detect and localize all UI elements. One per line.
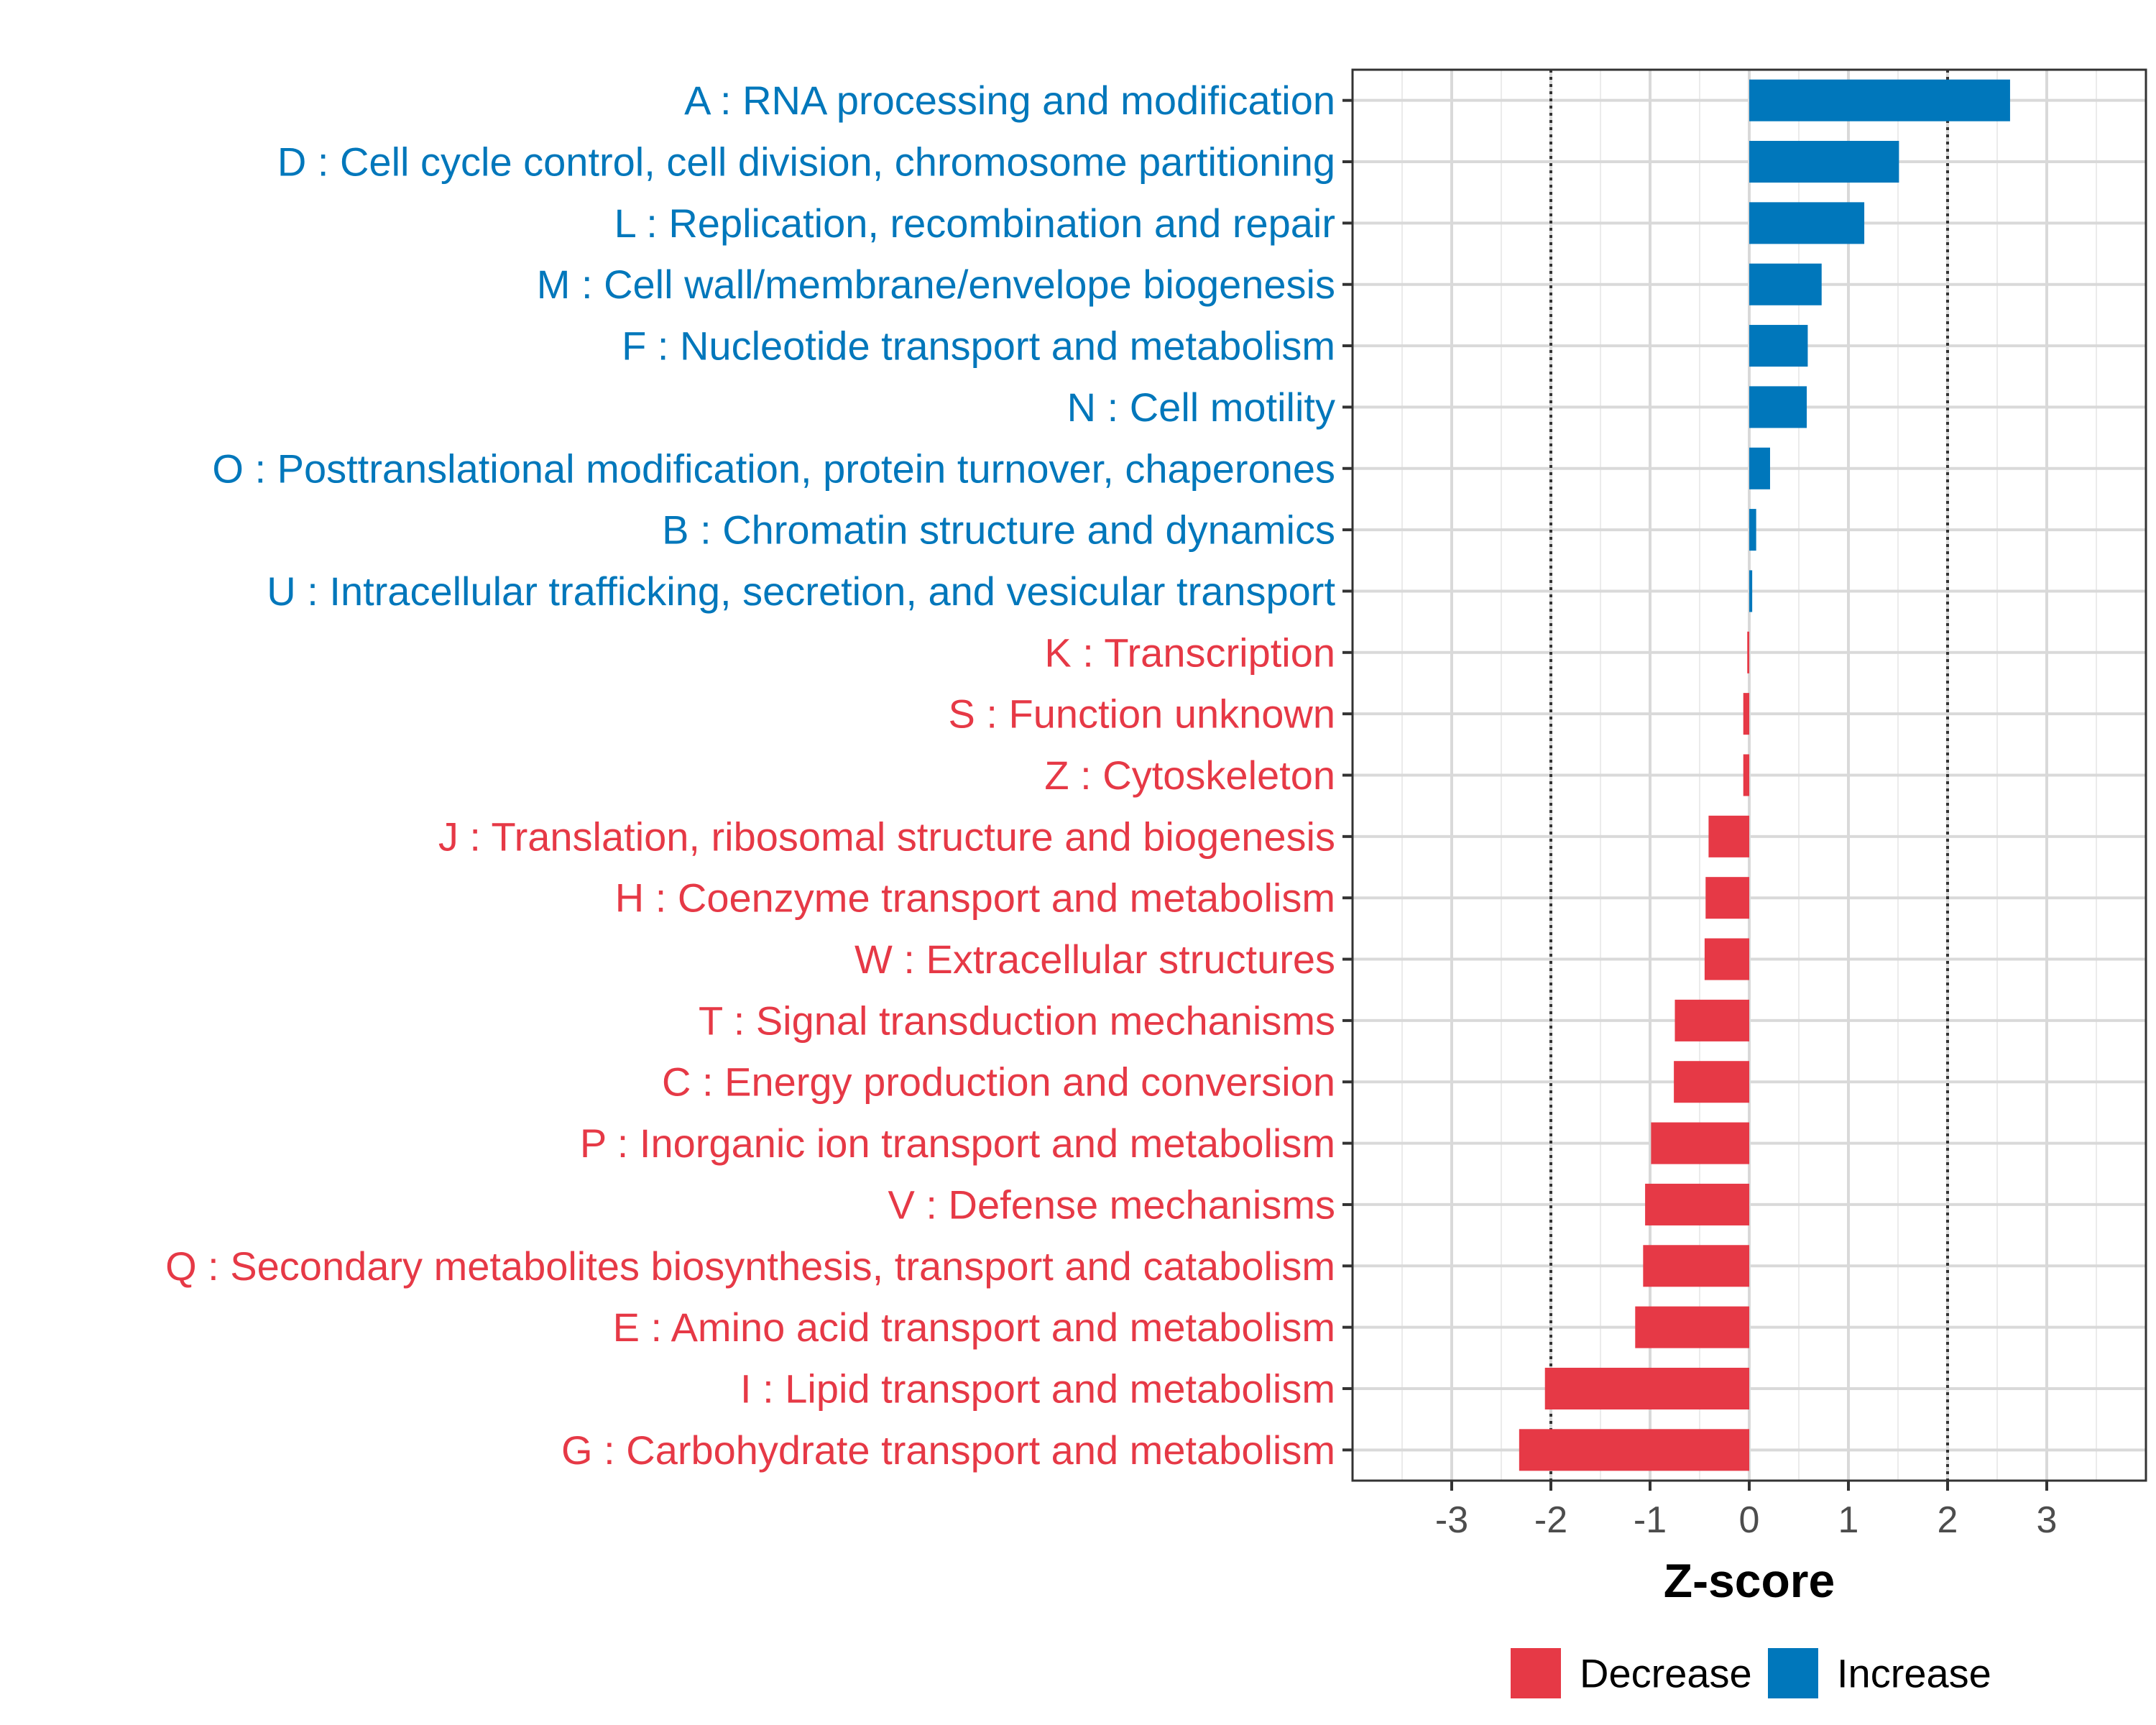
category-label: Z : Cytoskeleton: [1044, 753, 1335, 798]
legend-swatch: [1511, 1648, 1561, 1698]
legend-label: Increase: [1837, 1651, 1991, 1696]
x-tick-label: 0: [1739, 1499, 1760, 1541]
category-label: V : Defense mechanisms: [888, 1182, 1335, 1227]
bar: [1674, 999, 1749, 1041]
category-label: G : Carbohydrate transport and metabolis…: [561, 1427, 1335, 1473]
bar: [1749, 79, 2010, 121]
bar: [1749, 386, 1807, 428]
category-label: B : Chromatin structure and dynamics: [662, 507, 1335, 553]
category-label: T : Signal transduction mechanisms: [699, 998, 1335, 1043]
bar: [1743, 754, 1749, 796]
bar: [1704, 938, 1749, 980]
category-label: D : Cell cycle control, cell division, c…: [277, 139, 1335, 185]
y-axis-ticks: [1342, 98, 1353, 1452]
category-label: L : Replication, recombination and repai…: [614, 201, 1335, 246]
category-label: M : Cell wall/membrane/envelope biogenes…: [537, 262, 1335, 307]
bars: [1519, 79, 2010, 1471]
bar: [1749, 202, 1865, 244]
category-label: E : Amino acid transport and metabolism: [613, 1305, 1335, 1350]
legend: Decrease Increase: [1511, 1648, 1991, 1698]
x-tick-label: -1: [1634, 1499, 1667, 1541]
bar: [1749, 141, 1899, 183]
category-label: Q : Secondary metabolites biosynthesis, …: [165, 1243, 1335, 1289]
legend-swatch: [1768, 1648, 1818, 1698]
x-tick-label: -3: [1435, 1499, 1468, 1541]
category-label: H : Coenzyme transport and metabolism: [615, 875, 1335, 921]
bar: [1635, 1306, 1749, 1348]
bar: [1749, 325, 1808, 367]
category-label: P : Inorganic ion transport and metaboli…: [580, 1121, 1335, 1166]
bar: [1749, 509, 1756, 551]
bar: [1651, 1122, 1749, 1164]
bar: [1747, 631, 1749, 673]
x-tick-label: 1: [1838, 1499, 1859, 1541]
category-label: K : Transcription: [1044, 630, 1335, 675]
x-tick-label: 3: [2037, 1499, 2058, 1541]
bar: [1708, 815, 1749, 857]
category-label: J : Translation, ribosomal structure and…: [438, 814, 1335, 859]
bar: [1519, 1429, 1749, 1471]
bar: [1705, 877, 1749, 919]
bar: [1749, 447, 1770, 489]
category-label: N : Cell motility: [1067, 385, 1335, 430]
category-label: C : Energy production and conversion: [662, 1059, 1335, 1105]
category-label: S : Function unknown: [948, 691, 1335, 737]
bar: [1749, 263, 1822, 305]
category-labels: A : RNA processing and modification D : C…: [165, 78, 1335, 1473]
category-label: W : Extracellular structures: [854, 937, 1335, 982]
bar: [1645, 1183, 1749, 1225]
bar: [1674, 1061, 1749, 1103]
legend-label: Decrease: [1580, 1651, 1752, 1696]
x-axis-title: Z-score: [1664, 1554, 1835, 1607]
category-label: U : Intracellular trafficking, secretion…: [267, 569, 1335, 614]
category-label: O : Posttranslational modification, prot…: [212, 446, 1335, 491]
x-axis-ticks: -3 -2 -1 0 1 2 3: [1435, 1481, 2058, 1541]
bar: [1643, 1245, 1749, 1287]
category-label: I : Lipid transport and metabolism: [740, 1366, 1335, 1411]
category-label: F : Nucleotide transport and metabolism: [622, 323, 1335, 369]
reference-lines: [1549, 70, 1949, 1481]
category-label: A : RNA processing and modification: [684, 78, 1335, 123]
bar: [1749, 570, 1753, 612]
bar: [1544, 1367, 1749, 1409]
x-tick-label: 2: [1938, 1499, 1958, 1541]
bar: [1743, 693, 1749, 735]
x-tick-label: -2: [1534, 1499, 1567, 1541]
